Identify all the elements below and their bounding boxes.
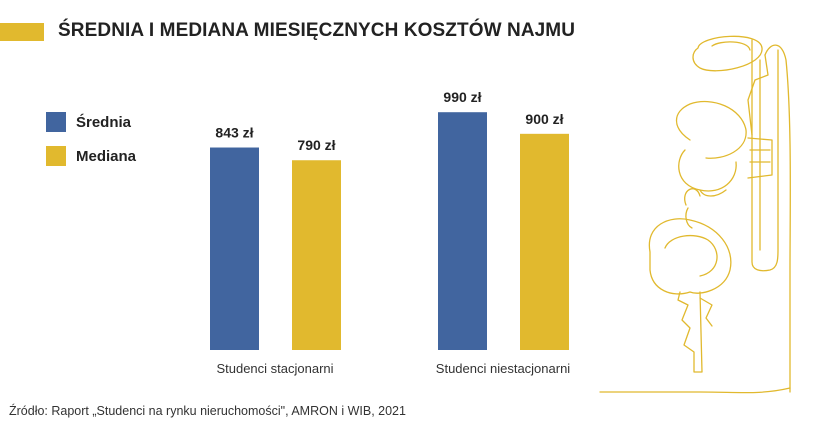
bar-mediana-niestacjonarni <box>520 133 569 350</box>
legend-item-srednia: Średnia <box>46 111 131 133</box>
source-note: Źródło: Raport „Studenci na rynku nieruc… <box>9 404 406 418</box>
data-label-mediana-niestacjonarni: 900 zł <box>525 111 563 127</box>
legend-label-mediana: Mediana <box>76 147 137 165</box>
legend-swatch-mediana <box>46 146 66 166</box>
data-label-mediana-stacjonarni: 790 zł <box>297 137 335 153</box>
bar-srednia-niestacjonarni <box>438 112 487 351</box>
category-label-stacjonarni: Studenci stacjonarni <box>216 361 333 376</box>
legend-item-mediana: Mediana <box>46 145 136 167</box>
data-label-srednia-niestacjonarni: 990 zł <box>443 89 481 105</box>
bar-srednia-stacjonarni <box>210 147 259 350</box>
category-label-niestacjonarni: Studenci niestacjonarni <box>436 361 571 376</box>
legend-label-srednia: Średnia <box>76 113 132 131</box>
legend-swatch-srednia <box>46 112 66 132</box>
bar-mediana-stacjonarni <box>292 160 341 350</box>
data-label-srednia-stacjonarni: 843 zł <box>215 125 253 141</box>
chart-title: ŚREDNIA I MEDIANA MIESIĘCZNYCH KOSZTÓW N… <box>58 20 576 41</box>
title-accent-bar <box>0 23 44 41</box>
